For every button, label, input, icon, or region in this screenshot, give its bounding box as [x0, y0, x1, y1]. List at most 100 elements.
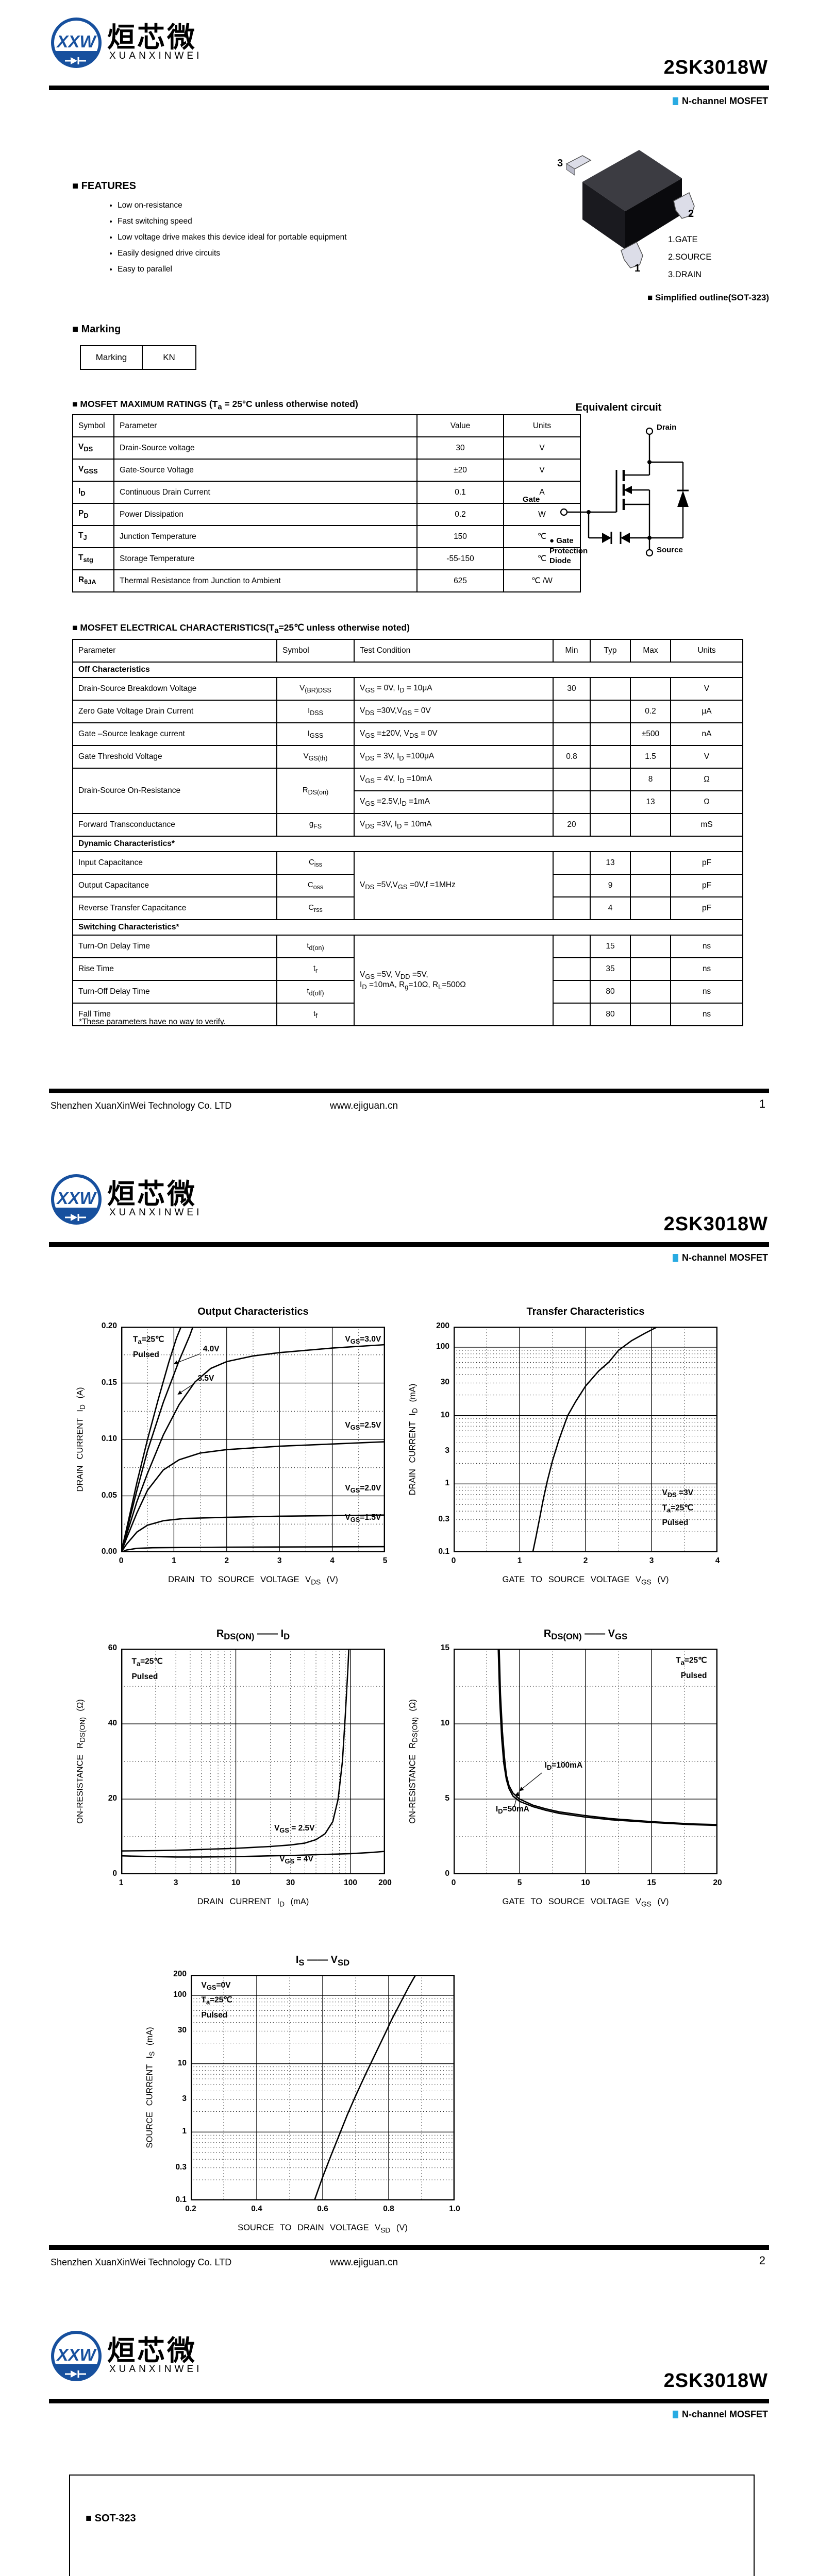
- table-cell: Input Capacitance: [72, 851, 277, 875]
- page-3: XXW 烜芯微 XUANXINWEI 2SK3018W N-channel MO…: [0, 2313, 818, 2576]
- package-pin-number: 2: [688, 208, 694, 219]
- chart-rdson-vs-vgs: RDS(ON) —— VGS Ta=25℃ Pulsed ID=100mA ID=50m…: [402, 1628, 732, 1919]
- table-cell: Rise Time: [72, 957, 277, 981]
- y-tick-label: 1: [445, 1479, 449, 1488]
- table-cell: Drain-Source voltage: [113, 436, 418, 460]
- table-cell: VDS: [72, 436, 114, 460]
- table-cell: tr: [276, 957, 355, 981]
- x-tick-label: 3: [173, 1878, 178, 1887]
- table-section-row: Off Characteristics: [72, 662, 743, 678]
- chart-annotation: VGS=2.5V: [345, 1420, 381, 1431]
- x-tick-label: 4: [330, 1556, 335, 1565]
- pin-assignment-item: 2.SOURCE: [668, 252, 712, 262]
- column-header: Parameter: [72, 639, 277, 663]
- table-cell: 80: [590, 980, 631, 1004]
- features-title: ■ FEATURES: [72, 180, 136, 192]
- x-tick-label: 1: [119, 1878, 124, 1887]
- x-axis-label: GATE TO SOURCE VOLTAGE VGS (V): [502, 1897, 669, 1908]
- header-rule: [49, 2399, 769, 2403]
- x-tick-label: 1: [517, 1556, 522, 1565]
- table-cell: 35: [590, 957, 631, 981]
- table-cell: Thermal Resistance from Junction to Ambi…: [113, 569, 418, 592]
- table-cell: 625: [416, 569, 504, 592]
- chart-annotation: Ta=25℃: [662, 1503, 693, 1514]
- table-cell: [630, 980, 671, 1004]
- data-curve: [121, 1344, 385, 1552]
- table-cell: Reverse Transfer Capacitance: [72, 896, 277, 920]
- circuit-terminal-label: Gate: [523, 495, 540, 504]
- data-curve: [532, 1327, 660, 1552]
- x-tick-label: 15: [647, 1878, 656, 1887]
- sot-323-title: ■ SOT-323: [86, 2513, 136, 2524]
- table-cell: [553, 790, 591, 814]
- chart-annotation: VGS=2.0V: [345, 1484, 381, 1495]
- feature-item: Easily designed drive circuits: [118, 249, 347, 258]
- package-outline-box: ■ SOT-323: [69, 2475, 755, 2576]
- x-tick-label: 200: [378, 1878, 392, 1887]
- table-cell: μA: [670, 700, 743, 723]
- y-tick-label: 0.20: [101, 1321, 117, 1330]
- feature-item: Easy to parallel: [118, 265, 347, 274]
- table-row: ID Continuous Drain Current 0.1 A: [72, 481, 581, 504]
- table-row: Rise Time tr 35 ns: [72, 957, 743, 981]
- table-row: RθJA Thermal Resistance from Junction to …: [72, 569, 581, 592]
- chart-title: Output Characteristics: [197, 1306, 309, 1317]
- table-cell: 8: [630, 768, 671, 791]
- table-cell: nA: [670, 722, 743, 746]
- table-cell: ns: [670, 957, 743, 981]
- table-cell: [630, 935, 671, 958]
- table-cell: ns: [670, 1003, 743, 1026]
- chart-annotation: Pulsed: [680, 1671, 707, 1680]
- table-cell: Value: [416, 414, 504, 437]
- company-logo: XXW: [51, 18, 102, 68]
- table-cell: [553, 722, 591, 746]
- y-tick-label: 10: [440, 1719, 449, 1727]
- table-cell: VGS =±20V, VDS = 0V: [354, 722, 554, 746]
- company-logo: XXW: [51, 1174, 102, 1225]
- table-cell: V: [503, 459, 581, 482]
- pin-assignment-item: 1.GATE: [668, 235, 698, 244]
- table-cell: td(off): [276, 980, 355, 1004]
- table-cell: Output Capacitance: [72, 874, 277, 897]
- table-cell: VDS =3V, ID = 10mA: [354, 813, 554, 837]
- table-row: Output Capacitance Coss 9 pF: [72, 874, 743, 897]
- table-cell: [590, 790, 631, 814]
- y-tick-label: 10: [177, 2058, 187, 2067]
- chart-annotation: VDS =3V: [662, 1488, 694, 1499]
- x-tick-label: 5: [382, 1556, 388, 1565]
- table-cell: [630, 677, 671, 701]
- feature-item: Low voltage drive makes this device idea…: [118, 233, 347, 242]
- column-header: Units: [670, 639, 743, 663]
- table-cell: [553, 768, 591, 791]
- table-cell: [590, 677, 631, 701]
- chart-annotation: ID=100mA: [544, 1760, 583, 1771]
- table-cell: V: [670, 677, 743, 701]
- table-cell: td(on): [276, 935, 355, 958]
- table-cell: Symbol: [72, 414, 114, 437]
- chart-rdson-vs-id-plot: [121, 1649, 385, 1874]
- table-cell: 0.2: [416, 503, 504, 526]
- footer-company: Shenzhen XuanXinWei Technology Co. LTD: [51, 1100, 232, 1111]
- y-tick-label: 30: [177, 2026, 187, 2035]
- y-tick-label: 0.1: [175, 2195, 187, 2204]
- table-cell: -55-150: [416, 547, 504, 570]
- table-cell: VGS = 4V, ID =10mA: [354, 768, 554, 791]
- marking-title: ■ Marking: [72, 324, 121, 335]
- logo-chinese-name: 烜芯微: [107, 2335, 197, 2366]
- x-tick-label: 30: [286, 1878, 295, 1887]
- page-1: XXW 烜芯微 XUANXINWEI 2SK3018W N-channel MO…: [0, 0, 818, 1157]
- table-cell: VGS(th): [276, 745, 355, 769]
- data-curve: [498, 1649, 717, 1825]
- x-tick-label: 3: [277, 1556, 282, 1565]
- pin-assignment-item: 3.DRAIN: [668, 270, 702, 279]
- y-tick-label: 200: [173, 1970, 187, 1978]
- table-cell: Drain-Source Breakdown Voltage: [72, 677, 277, 701]
- table-cell: PD: [72, 503, 114, 526]
- y-tick-label: 100: [436, 1342, 449, 1351]
- y-tick-label: 60: [108, 1643, 117, 1652]
- x-tick-label: 0.8: [383, 2205, 394, 2213]
- table-cell: [590, 722, 631, 746]
- footer-rule: [49, 1089, 769, 1093]
- table-row: Reverse Transfer Capacitance Crss 4 pF: [72, 896, 743, 920]
- x-axis-label: DRAIN TO SOURCE VOLTAGE VDS (V): [168, 1575, 338, 1586]
